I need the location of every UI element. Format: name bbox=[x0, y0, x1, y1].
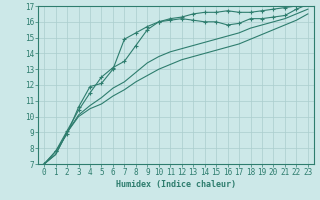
X-axis label: Humidex (Indice chaleur): Humidex (Indice chaleur) bbox=[116, 180, 236, 189]
